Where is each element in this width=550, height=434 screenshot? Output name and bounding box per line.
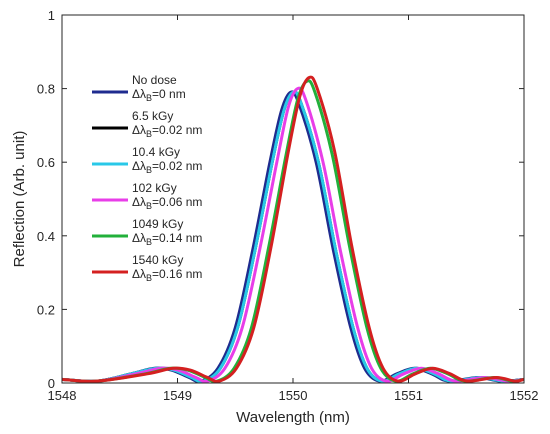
legend-entry-shift: ΔλB=0.02 nm [132,123,202,139]
legend-entry-shift: ΔλB=0.06 nm [132,195,202,211]
y-tick-label: 0.4 [37,229,55,244]
legend-entry-shift: ΔλB=0 nm [132,87,186,103]
y-tick-label: 0 [48,376,55,391]
x-tick-label: 1549 [163,388,192,403]
x-tick-label: 1552 [510,388,539,403]
legend-entry-name: 1540 kGy [132,253,183,267]
legend-entry-name: 1049 kGy [132,217,183,231]
x-tick-label: 1550 [279,388,308,403]
x-axis-label: Wavelength (nm) [236,409,350,426]
y-tick-label: 1 [48,8,55,23]
legend-entry-shift: ΔλB=0.16 nm [132,267,202,283]
plot-background [62,15,524,383]
legend-entry-shift: ΔλB=0.02 nm [132,159,202,175]
x-tick-label: 1551 [394,388,423,403]
legend-entry-name: No dose [132,73,177,87]
ticks-layer: 1548 1549 1550 1551 1552 0 0.2 0.4 0.6 0.8 1 [37,8,539,403]
y-tick-label: 0.8 [37,82,55,97]
legend-entry-name: 102 kGy [132,181,177,195]
series-line [61,75,525,384]
series-layer [61,75,525,384]
x-tick-label: 1548 [48,388,77,403]
legend-entry-name: 10.4 kGy [132,145,180,159]
y-tick-label: 0.6 [37,155,55,170]
y-axis-label: Reflection (Arb. unit) [11,131,28,268]
y-tick-label: 0.2 [37,302,55,317]
legend-entry-shift: ΔλB=0.14 nm [132,231,202,247]
legend-entry-name: 6.5 kGy [132,109,173,123]
